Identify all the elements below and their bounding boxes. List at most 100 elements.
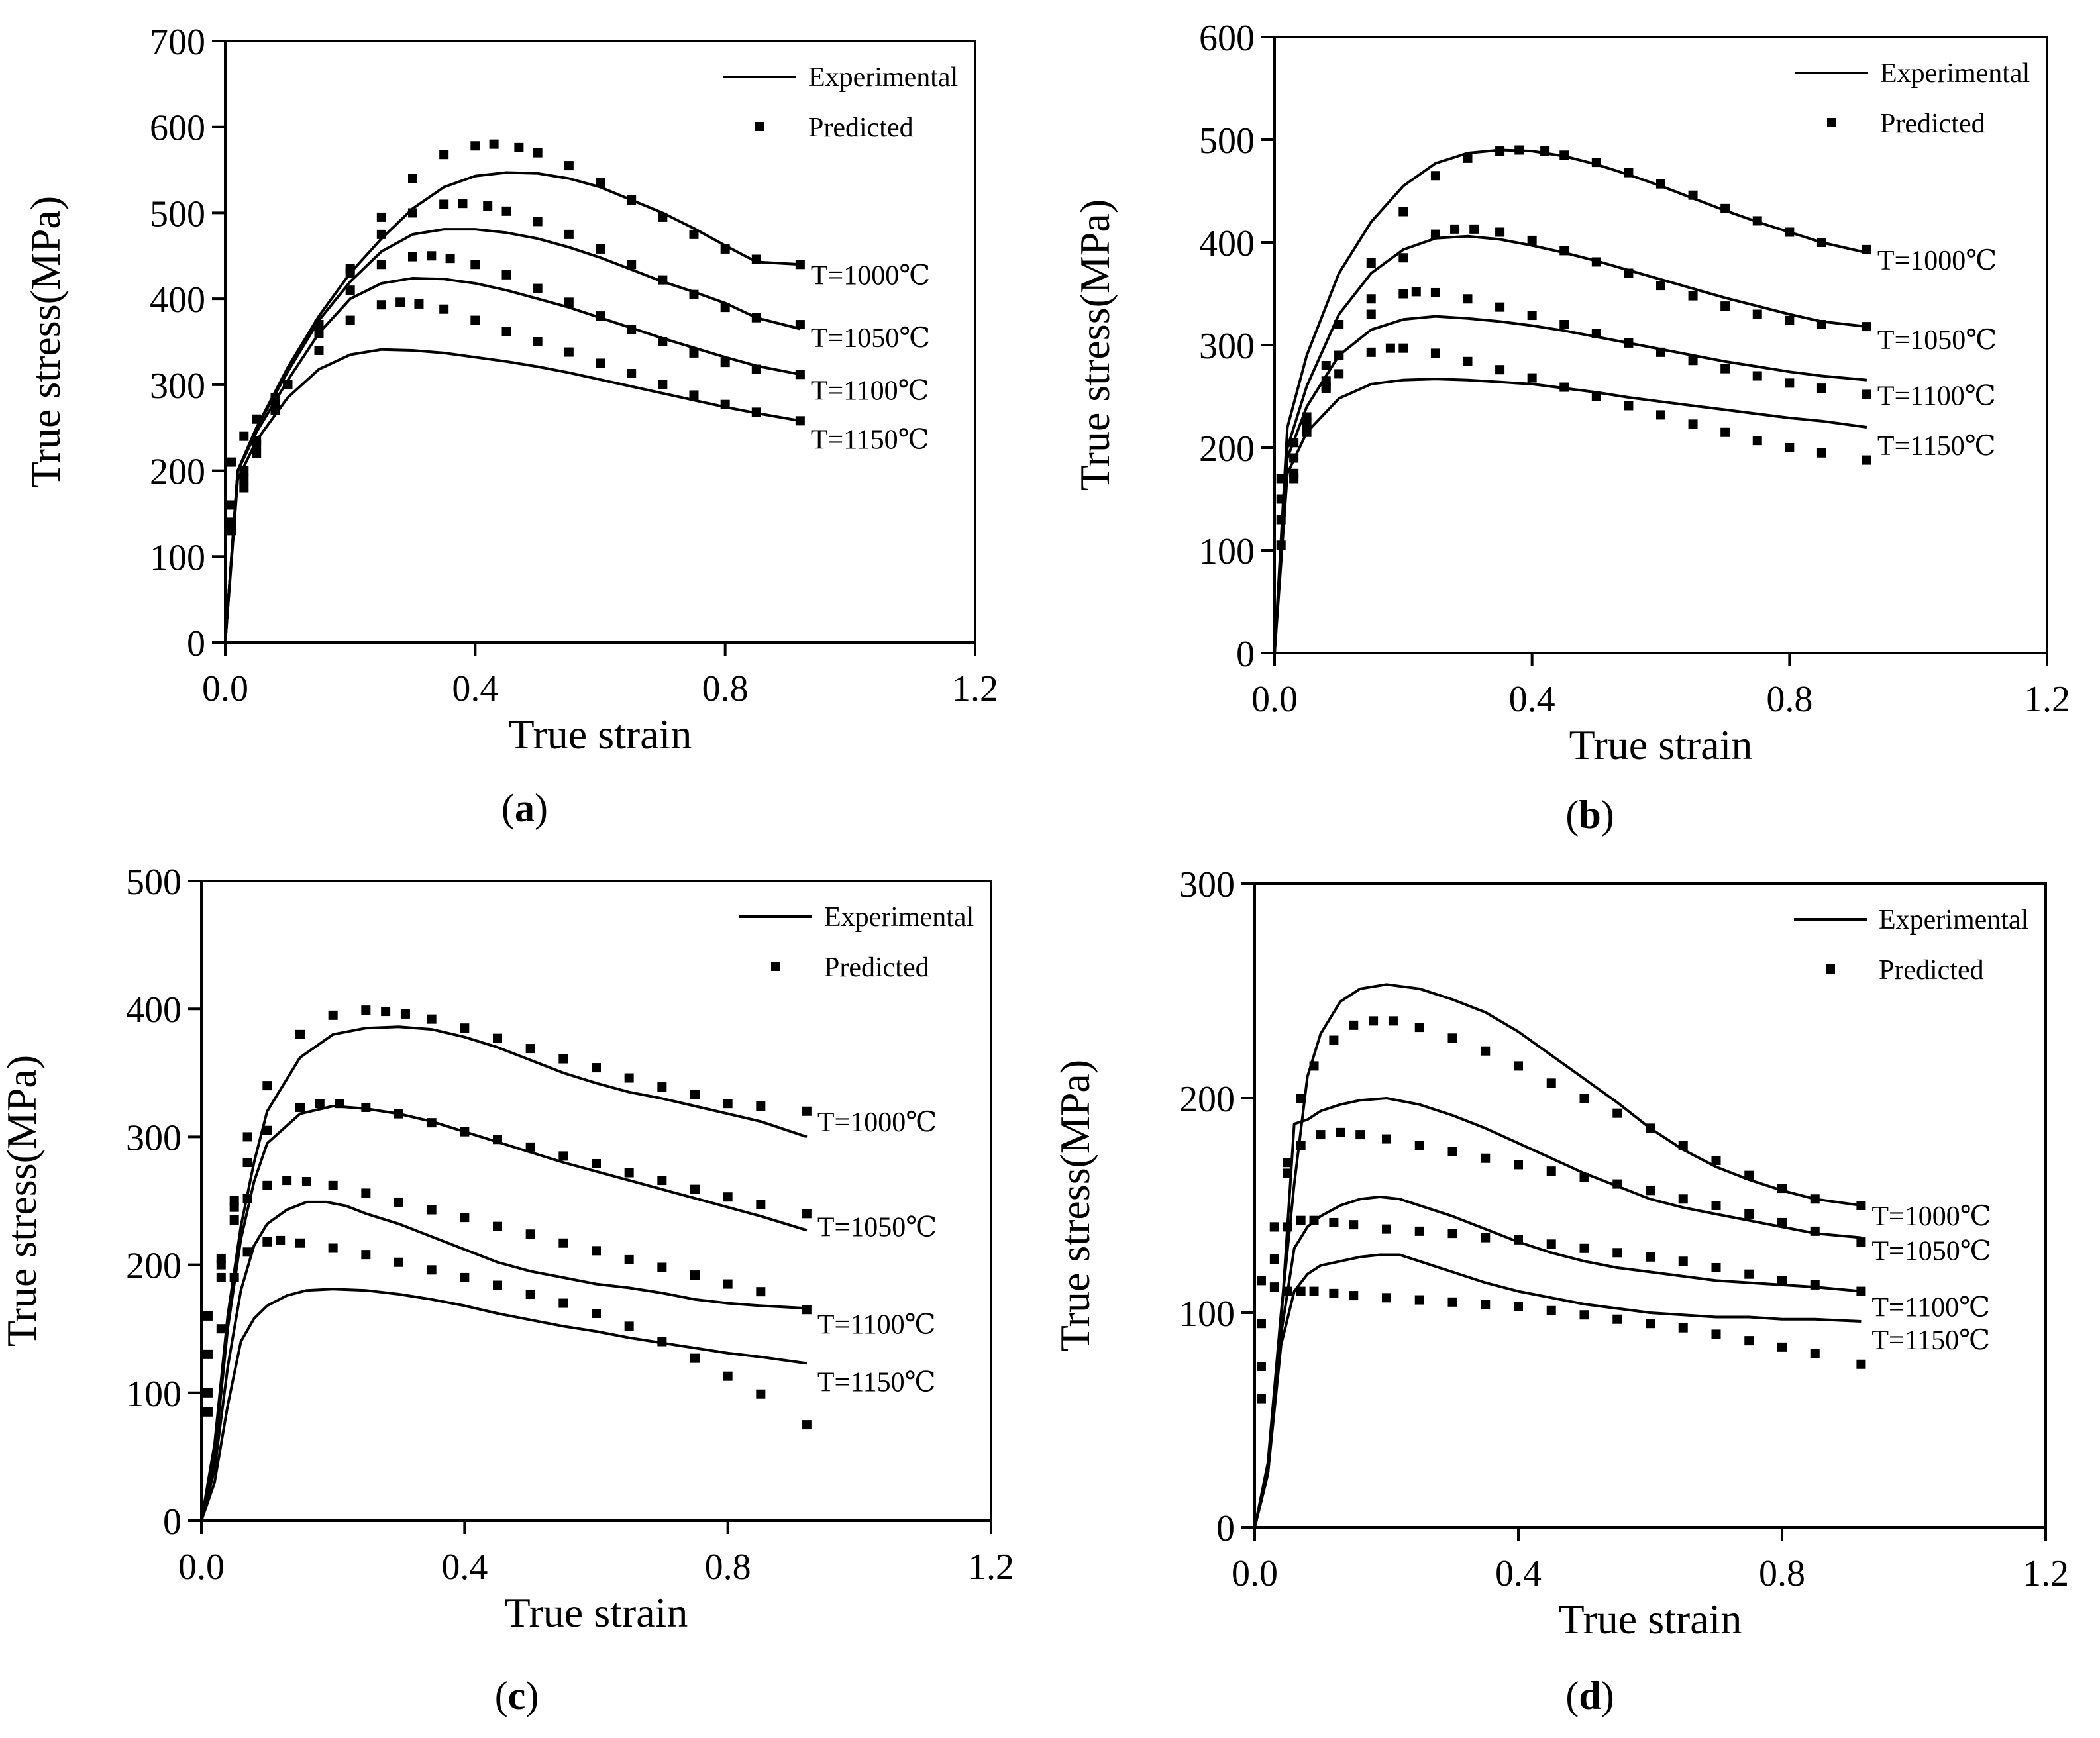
predicted-point	[564, 347, 574, 357]
predicted-point	[1527, 235, 1537, 245]
predicted-point	[203, 1388, 213, 1398]
predicted-point	[1624, 401, 1634, 411]
predicted-point	[1349, 1291, 1359, 1301]
predicted-point	[1862, 244, 1871, 254]
predicted-point	[282, 1176, 292, 1186]
predicted-point	[1366, 294, 1376, 304]
y-tick-label: 300	[1179, 864, 1235, 905]
predicted-point	[533, 148, 543, 158]
predicted-point	[470, 315, 480, 325]
predicted-point	[624, 1254, 634, 1264]
predicted-point	[1309, 1061, 1319, 1071]
predicted-point	[239, 483, 249, 493]
predicted-point	[1752, 216, 1762, 226]
predicted-point	[1309, 1215, 1319, 1225]
predicted-point	[689, 348, 699, 358]
y-tick-label: 200	[1179, 1079, 1235, 1120]
predicted-point	[1481, 1300, 1491, 1309]
predicted-point	[460, 1213, 470, 1223]
predicted-point	[361, 1005, 371, 1015]
predicted-point	[592, 1158, 601, 1168]
temperature-label: T=1050℃	[1877, 325, 1997, 356]
predicted-point	[533, 337, 543, 346]
predicted-point	[345, 285, 355, 295]
predicted-point	[203, 1311, 213, 1321]
panel-a: 0.0 0.4 0.8 1.2 0 100 200 300 400 500 600 700 True s…	[22, 22, 998, 830]
predicted-point	[501, 327, 511, 336]
predicted-point	[328, 1180, 338, 1190]
predicted-point	[756, 1101, 766, 1111]
predicted-point	[596, 311, 605, 321]
predicted-point	[345, 268, 355, 278]
series-2: T=1100℃	[224, 251, 929, 643]
experimental-line	[1273, 234, 1867, 654]
predicted-point	[1856, 1286, 1866, 1296]
predicted-point	[1514, 1160, 1523, 1170]
predicted-point	[1283, 1158, 1292, 1168]
predicted-point	[1495, 227, 1505, 237]
predicted-point	[1816, 383, 1826, 393]
predicted-point	[1816, 238, 1826, 247]
legend-predicted: Predicted	[1879, 955, 1984, 986]
predicted-point	[1624, 168, 1634, 178]
predicted-point	[483, 201, 493, 211]
predicted-point	[657, 1176, 667, 1186]
predicted-point	[751, 407, 761, 417]
temperature-label: T=1150℃	[1871, 1325, 1990, 1356]
y-tick-label: 200	[150, 452, 205, 493]
predicted-point	[283, 380, 293, 389]
predicted-point	[1430, 229, 1440, 239]
predicted-point	[1256, 1276, 1266, 1286]
predicted-point	[1296, 1141, 1306, 1150]
predicted-point	[1269, 1282, 1279, 1292]
predicted-point	[242, 1247, 252, 1257]
predicted-point	[1546, 1239, 1556, 1249]
predicted-point	[270, 401, 280, 411]
predicted-point	[1810, 1194, 1820, 1204]
predicted-point	[1289, 438, 1299, 448]
temperature-label: T=1100℃	[817, 1309, 936, 1340]
predicted-point	[203, 1407, 213, 1417]
experimental-line	[224, 228, 801, 643]
x-tick-label: 0.8	[1759, 1553, 1805, 1594]
legend-experimental: Experimental	[808, 62, 958, 93]
series-3: T=1150℃	[200, 1235, 936, 1521]
x-tick-label: 0.4	[1509, 679, 1555, 720]
predicted-point	[460, 1127, 470, 1137]
predicted-point	[525, 1229, 535, 1239]
predicted-point	[501, 206, 511, 216]
predicted-point	[1469, 224, 1479, 234]
predicted-point	[624, 1168, 634, 1178]
x-tick-label: 1.2	[968, 1547, 1014, 1588]
panel-label: (a)	[501, 786, 548, 830]
x-tick-label: 0.0	[1251, 679, 1298, 720]
predicted-point	[227, 457, 236, 467]
predicted-point	[376, 300, 386, 310]
predicted-point	[427, 1265, 437, 1275]
predicted-point	[295, 1029, 305, 1039]
predicted-point	[1559, 150, 1569, 160]
x-tick-label: 0.0	[178, 1547, 225, 1588]
predicted-point	[458, 199, 468, 209]
predicted-point	[1430, 348, 1440, 358]
predicted-point	[720, 244, 730, 254]
predicted-point	[802, 1106, 812, 1116]
predicted-point	[1334, 369, 1344, 379]
panel-c: 0.0 0.4 0.8 1.2 0 100 200 300 400 500 True strain T…	[0, 862, 1014, 1717]
predicted-point	[795, 260, 805, 270]
predicted-point	[1688, 291, 1698, 301]
predicted-point	[1591, 329, 1601, 338]
predicted-point	[627, 260, 637, 270]
y-tick-label: 0	[163, 1502, 182, 1543]
y-tick-label: 400	[126, 990, 182, 1031]
predicted-point	[1369, 1016, 1379, 1026]
predicted-point	[1777, 1342, 1787, 1352]
panel-label: (c)	[495, 1674, 539, 1717]
predicted-point	[270, 393, 280, 403]
y-tick-label: 500	[126, 862, 182, 903]
predicted-point	[1447, 1297, 1457, 1307]
predicted-point	[690, 1270, 700, 1280]
predicted-point	[1349, 1220, 1359, 1230]
x-tick-label: 0.4	[1495, 1553, 1542, 1594]
y-tick-label: 300	[1199, 326, 1255, 367]
